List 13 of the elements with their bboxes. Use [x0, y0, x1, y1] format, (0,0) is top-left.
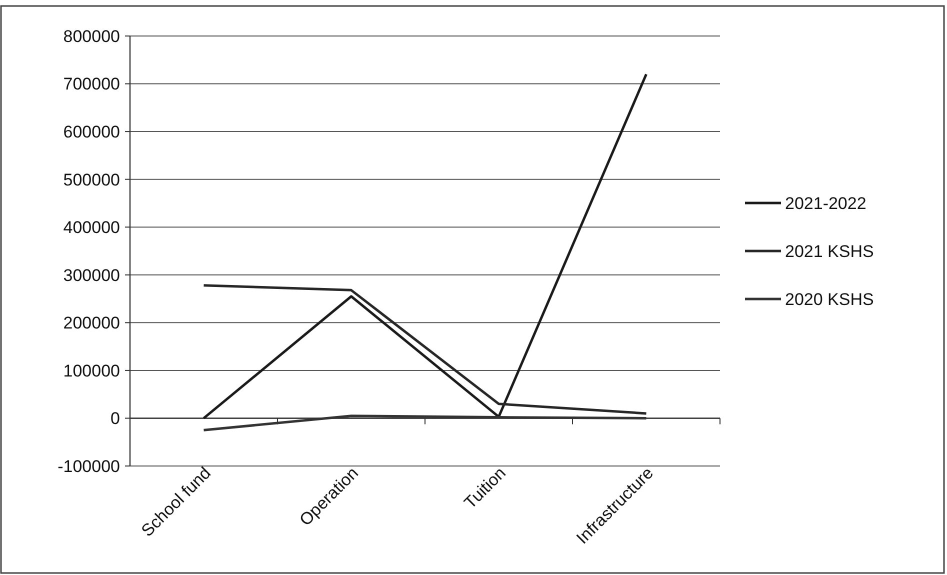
y-tick-label: 300000 [63, 266, 120, 285]
y-tick-label: 100000 [63, 361, 120, 380]
y-tick-label: 400000 [63, 218, 120, 238]
y-tick-label: 600000 [63, 122, 120, 142]
legend-label: 2021-2022 [785, 194, 866, 213]
y-tick-label: 500000 [63, 170, 120, 190]
legend-label: 2020 KSHS [785, 290, 874, 309]
y-tick-label: 800000 [63, 26, 120, 46]
y-tick-label: -100000 [58, 456, 120, 476]
y-tick-label: 200000 [63, 314, 120, 333]
y-tick-label: 0 [110, 409, 120, 428]
legend-label: 2021 KSHS [785, 242, 874, 261]
y-tick-label: 700000 [63, 74, 120, 94]
